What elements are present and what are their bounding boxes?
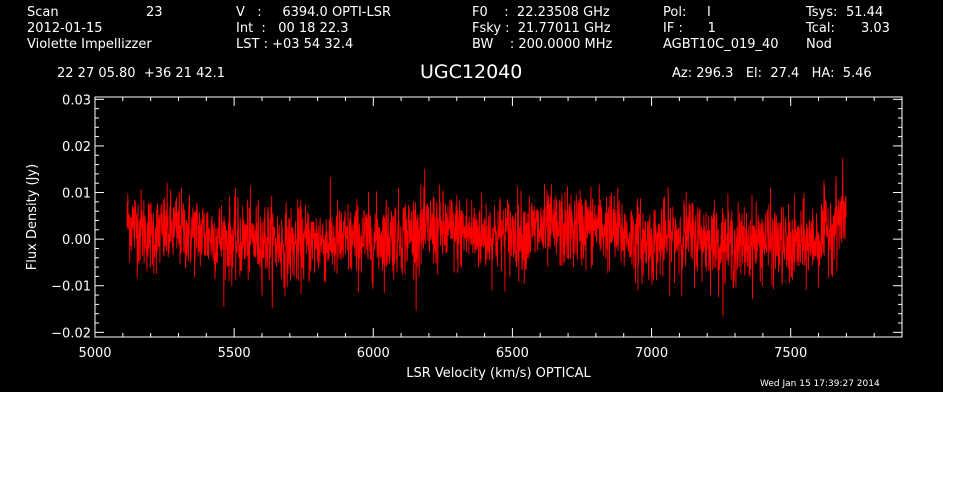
tsys-value: 51.44 (846, 5, 884, 20)
x-tick-label: 6500 (496, 346, 529, 361)
tick-label-layer: 5000 5500 6000 6500 7000 7500 −0.02 −0.01 0.00 0.… (51, 93, 807, 361)
x-tick-label: 6000 (357, 346, 390, 361)
scan-number: 23 (146, 5, 163, 20)
y-tick-label: 0.02 (62, 140, 91, 155)
integration-time: Int : 00 18 22.3 (236, 21, 349, 36)
tcal-label: Tcal: (806, 21, 835, 36)
x-tick-label: 7500 (774, 346, 807, 361)
plot-frame (94, 96, 903, 338)
y-tick-label: 0.00 (62, 233, 91, 248)
observer-name: Violette Impellizzer (27, 37, 152, 52)
x-tick-label: 5500 (218, 346, 251, 361)
object-name: UGC12040 (420, 61, 523, 83)
y-tick-label: −0.02 (51, 326, 91, 341)
y-axis-title: Flux Density (Jy) (25, 164, 40, 270)
lst-readout: LST : +03 54 32.4 (236, 37, 354, 52)
plot-panel: Scan 23 2012-01-15 Violette Impellizzer … (0, 0, 943, 392)
project-id: AGBT10C_019_40 (663, 37, 779, 52)
sky-frequency: Fsky : 21.77011 GHz (472, 21, 611, 36)
tick-layer (94, 97, 903, 337)
timestamp: Wed Jan 15 17:39:27 2014 (760, 379, 880, 389)
rest-frequency: F0 : 22.23508 GHz (472, 5, 610, 20)
scan-label: Scan (27, 5, 59, 20)
polarization: Pol: I (663, 5, 711, 20)
pointing-readout: Az: 296.3 El: 27.4 HA: 5.46 (672, 66, 872, 81)
y-tick-label: 0.01 (62, 187, 91, 202)
spectrum-series-line (126, 157, 847, 317)
if-number: IF : 1 (663, 21, 716, 36)
x-axis-title: LSR Velocity (km/s) OPTICAL (406, 366, 591, 381)
spectrum-trace-layer (126, 157, 847, 317)
spectrum-chart: 5000 5500 6000 6500 7000 7500 −0.02 −0.01 0.00 0.… (25, 93, 903, 381)
velocity-readout: V : 6394.0 OPTI-LSR (236, 5, 392, 20)
x-tick-label: 7000 (635, 346, 668, 361)
tcal-value: 3.03 (861, 21, 890, 36)
switching-mode: Nod (806, 37, 832, 52)
observation-date: 2012-01-15 (27, 21, 103, 36)
tsys-label: Tsys: (806, 5, 838, 20)
y-tick-label: 0.03 (62, 93, 91, 108)
y-tick-label: −0.01 (51, 280, 91, 295)
source-coordinates: 22 27 05.80 +36 21 42.1 (57, 66, 226, 81)
bandwidth: BW : 200.0000 MHz (472, 37, 613, 52)
x-tick-label: 5000 (78, 346, 111, 361)
